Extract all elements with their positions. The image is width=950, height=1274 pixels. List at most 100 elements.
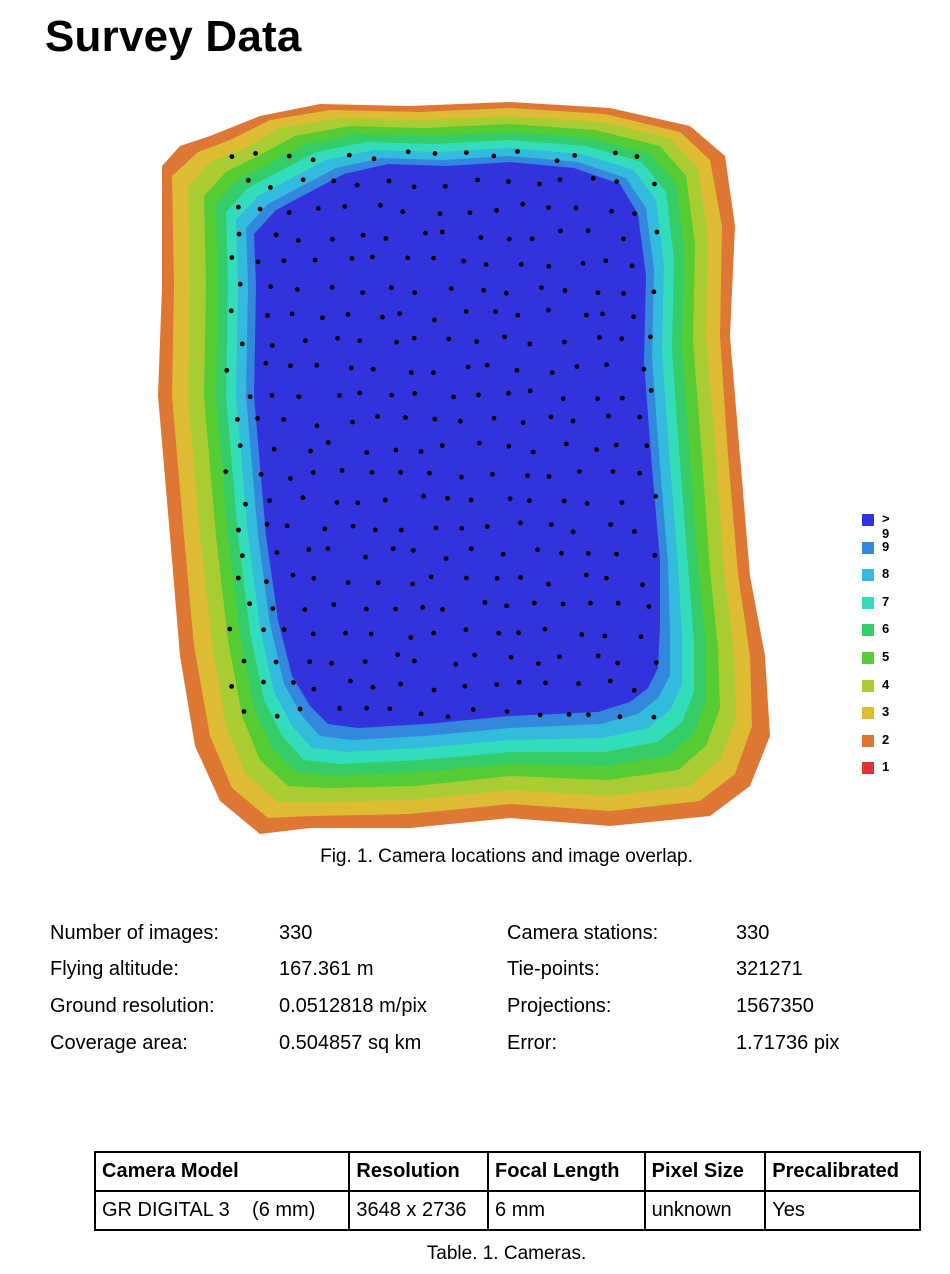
camera-location-dot — [481, 287, 487, 293]
legend-swatch — [862, 624, 874, 637]
camera-location-dot — [349, 256, 355, 261]
camera-location-dot — [459, 525, 465, 531]
legend-label: > 9 — [882, 511, 890, 541]
camera-location-dot — [619, 500, 625, 505]
camera-location-dot — [330, 236, 335, 242]
camera-location-dot — [530, 449, 536, 455]
legend-swatch — [862, 762, 874, 775]
camera-location-dot — [641, 366, 647, 372]
camera-location-dot — [558, 228, 563, 234]
camera-location-dot — [264, 521, 270, 527]
camera-location-dot — [240, 553, 245, 559]
camera-location-dot — [383, 236, 389, 241]
camera-location-dot — [468, 497, 474, 503]
legend-label: 5 — [882, 648, 890, 664]
camera-location-dot — [300, 495, 306, 501]
camera-location-dot — [654, 229, 660, 235]
stat-value-error: 1.71736 pix — [736, 1032, 840, 1054]
camera-location-dot — [445, 495, 450, 501]
legend-swatch — [862, 707, 874, 720]
camera-location-dot — [289, 311, 295, 317]
camera-location-dot — [529, 236, 535, 242]
camera-location-dot — [576, 681, 581, 687]
camera-location-dot — [442, 183, 448, 189]
camera-location-dot — [360, 290, 365, 295]
camera-location-dot — [482, 600, 488, 605]
camera-location-dot — [463, 627, 469, 632]
camera-location-dot — [453, 661, 459, 667]
camera-location-dot — [345, 312, 351, 317]
camera-location-dot — [464, 150, 469, 155]
camera-location-dot — [546, 581, 551, 587]
camera-location-dot — [311, 575, 317, 581]
camera-location-dot — [520, 201, 526, 207]
camera-location-dot — [504, 709, 510, 714]
camera-location-dot — [410, 547, 416, 553]
camera-location-dot — [632, 529, 637, 534]
stat-label-altitude: Flying altitude: — [50, 958, 179, 980]
column-header-pixel-size: Pixel Size — [643, 1151, 767, 1192]
camera-location-dot — [546, 307, 551, 313]
camera-location-dot — [329, 284, 335, 290]
camera-location-dot — [228, 308, 234, 314]
camera-location-dot — [432, 317, 437, 323]
camera-location-dot — [537, 181, 542, 187]
camera-location-dot — [310, 157, 316, 163]
camera-location-dot — [585, 228, 591, 234]
camera-location-dot — [595, 396, 600, 402]
camera-location-dot — [405, 255, 411, 261]
camera-location-dot — [484, 362, 490, 368]
camera-location-dot — [491, 153, 497, 159]
camera-location-dot — [274, 713, 280, 719]
camera-location-dot — [590, 176, 596, 181]
camera-location-dot — [557, 177, 563, 183]
column-header-precalibrated: Precalibrated — [764, 1151, 921, 1192]
camera-location-dot — [343, 630, 348, 636]
camera-location-dot — [527, 498, 532, 503]
camera-location-dot — [364, 705, 369, 711]
camera-location-dot — [586, 712, 591, 718]
camera-location-dot — [431, 687, 437, 693]
camera-location-dot — [236, 231, 242, 237]
camera-location-dot — [297, 706, 303, 712]
camera-location-dot — [290, 680, 296, 685]
camera-location-dot — [395, 652, 401, 657]
camera-location-dot — [546, 263, 552, 269]
camera-location-dot — [483, 262, 489, 267]
legend-swatch — [862, 679, 874, 692]
camera-location-dot — [393, 447, 399, 453]
camera-location-dot — [303, 338, 308, 343]
camera-location-dot — [514, 367, 520, 373]
camera-location-dot — [638, 634, 644, 640]
camera-location-dot — [518, 575, 523, 580]
camera-location-dot — [648, 388, 654, 393]
camera-location-dot — [543, 680, 548, 686]
camera-location-dot — [411, 184, 417, 190]
camera-location-dot — [439, 229, 445, 235]
camera-location-dot — [597, 335, 602, 340]
camera-location-dot — [354, 182, 360, 188]
camera-location-dot — [236, 527, 241, 533]
camera-location-dot — [621, 236, 626, 242]
camera-location-dot — [269, 393, 275, 398]
overlap-map — [158, 102, 770, 834]
legend-label: 4 — [882, 676, 890, 692]
camera-location-dot — [494, 682, 500, 687]
stat-label-images: Number of images: — [50, 922, 219, 944]
camera-location-dot — [474, 339, 479, 344]
camera-location-dot — [346, 152, 352, 158]
camera-location-dot — [494, 576, 500, 581]
camera-location-dot — [398, 681, 404, 687]
camera-location-dot — [370, 366, 376, 372]
camera-location-dot — [247, 394, 253, 399]
legend-swatch — [862, 651, 874, 664]
camera-location-dot — [274, 550, 280, 555]
camera-location-dot — [383, 497, 388, 503]
camera-location-dot — [247, 601, 252, 606]
camera-location-dot — [508, 654, 514, 660]
camera-location-dot — [637, 414, 643, 420]
camera-location-dot — [588, 600, 593, 606]
camera-location-dot — [315, 206, 321, 211]
camera-location-dot — [432, 416, 438, 422]
legend-label: 6 — [882, 621, 890, 637]
